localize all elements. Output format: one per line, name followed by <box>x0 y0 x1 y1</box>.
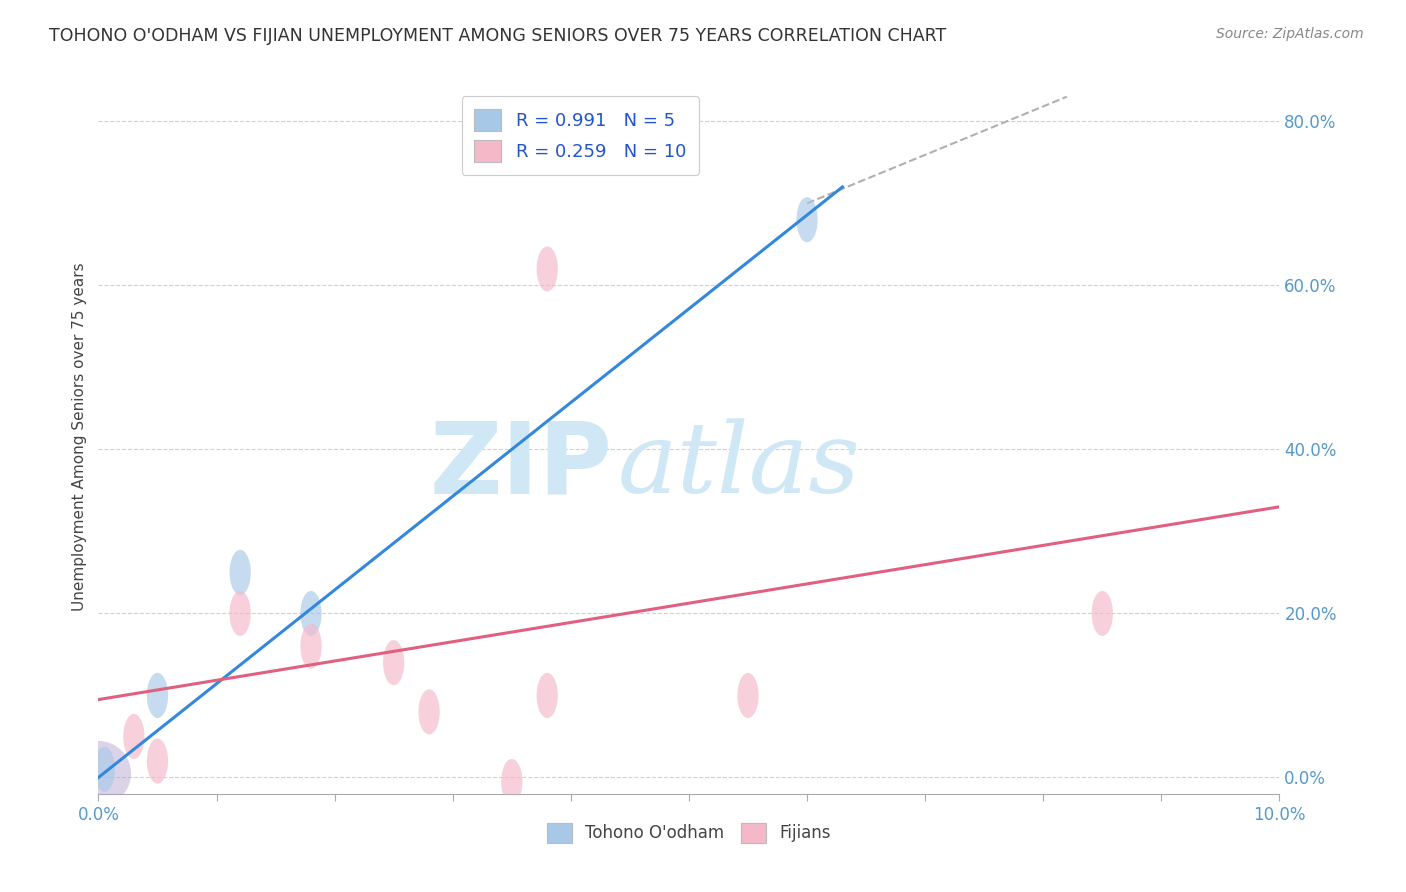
Ellipse shape <box>146 673 169 718</box>
Ellipse shape <box>1091 591 1114 636</box>
Ellipse shape <box>229 549 250 595</box>
Ellipse shape <box>94 747 115 792</box>
Text: ZIP: ZIP <box>429 417 612 514</box>
Ellipse shape <box>382 640 405 685</box>
Ellipse shape <box>124 714 145 759</box>
Ellipse shape <box>419 690 440 734</box>
Ellipse shape <box>737 673 759 718</box>
Ellipse shape <box>796 197 818 243</box>
Text: Source: ZipAtlas.com: Source: ZipAtlas.com <box>1216 27 1364 41</box>
Ellipse shape <box>537 673 558 718</box>
Ellipse shape <box>301 624 322 669</box>
Text: atlas: atlas <box>619 418 860 513</box>
Ellipse shape <box>501 759 523 804</box>
Y-axis label: Unemployment Among Seniors over 75 years: Unemployment Among Seniors over 75 years <box>72 263 87 611</box>
Ellipse shape <box>537 246 558 292</box>
Ellipse shape <box>229 591 250 636</box>
Text: TOHONO O'ODHAM VS FIJIAN UNEMPLOYMENT AMONG SENIORS OVER 75 YEARS CORRELATION CH: TOHONO O'ODHAM VS FIJIAN UNEMPLOYMENT AM… <box>49 27 946 45</box>
Legend: Tohono O'odham, Fijians: Tohono O'odham, Fijians <box>540 816 838 850</box>
Ellipse shape <box>301 591 322 636</box>
Point <box>87 766 110 780</box>
Ellipse shape <box>146 739 169 784</box>
